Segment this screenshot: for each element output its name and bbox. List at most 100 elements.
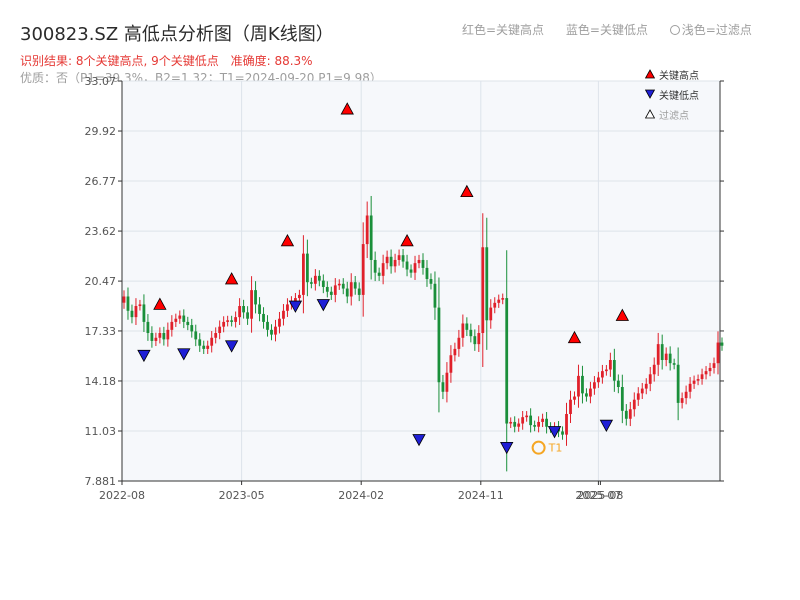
candle-body [397,255,401,260]
candle-body [214,333,218,338]
top-legend: 红色=关键高点 蓝色=关键低点 浅色=过滤点 [462,21,770,38]
candle-body [565,414,568,435]
candle-body [589,388,592,397]
candle-body [226,320,230,322]
candle-body [278,318,281,327]
candle-body [481,247,485,334]
key-low-marker [547,426,562,439]
candle-body [266,321,269,330]
y-tick-label: 17.33 [85,325,117,338]
candle-body [708,367,712,372]
candle-body [593,382,596,389]
key-low-marker [316,299,331,312]
chart-legend: 关键高点 关键低点 过滤点 [645,64,699,124]
candle-body [525,415,529,418]
candle-body [234,317,238,322]
candle-body [493,302,497,308]
candle-body [692,380,696,384]
candle-body [286,304,289,311]
candle-body [664,353,668,361]
candle-body [541,418,544,422]
candle-body [680,398,684,403]
candle-body [154,337,158,341]
candle-body [433,283,437,308]
candle-body [712,363,716,368]
candle-body [624,410,628,419]
y-tick-label: 14.18 [85,375,117,388]
y-tick-label: 33.07 [85,75,117,88]
candle-body [242,306,245,313]
candle-body [385,256,389,264]
candle-body [301,253,305,295]
candle-body [429,279,433,284]
t1-label: T1 [548,442,563,455]
candle-body [162,333,166,340]
candle-body [561,431,564,435]
candle-body [250,290,253,319]
candle-body [409,269,413,273]
key-low-marker [412,434,426,447]
candle-body [238,306,242,318]
candle-body [182,315,186,322]
triangle-up-icon [645,69,655,79]
key-high-marker [460,184,474,198]
candle-body [389,256,393,267]
candle-body [497,299,501,303]
candle-body [218,326,222,334]
candle-body [369,215,373,260]
y-tick-label: 11.03 [85,425,117,438]
candle-body [417,259,421,264]
candle-body [421,259,425,268]
candle-body [150,333,154,341]
candle-body [138,304,142,307]
x-tick-label: 2024-11 [458,489,504,502]
legend-filtered: 过滤点 [645,104,699,124]
candle-body [612,360,616,381]
candle-body [373,259,377,273]
candle-body [186,321,190,326]
candle-body [509,421,513,424]
candle-body [282,310,285,319]
candle-body [620,387,624,411]
candle-body [640,388,644,394]
candle-body [616,380,620,388]
candle-body [425,267,429,280]
candle-body [270,329,273,335]
candle-body [353,282,357,289]
candle-body [357,288,361,295]
candle-body [298,294,301,299]
candle-body [573,396,576,400]
candle-body [294,298,297,302]
y-tick-label: 26.77 [85,175,117,188]
candle-body [704,371,708,375]
key-high-marker [567,330,582,344]
candle-body [274,326,277,335]
candle-body [254,290,257,305]
candle-body [632,399,636,410]
candle-body [453,348,457,356]
key-low-marker [224,340,239,353]
result-text: 识别结果: 8个关键高点, 9个关键低点 [20,54,219,68]
candle-body [401,255,405,262]
candle-body [230,320,234,322]
candle-body [517,423,521,427]
triangle-outline-icon [645,109,655,119]
candle-body [477,333,481,345]
candle-body [688,383,692,392]
triangle-down-icon [645,89,655,99]
candle-body [178,315,182,319]
candle-body [313,275,317,284]
candle-body [529,415,533,426]
key-high-marker [280,234,295,247]
y-tick-label: 20.47 [85,275,117,288]
candle-body [130,310,134,318]
candle-body [437,307,441,383]
key-low-marker [500,442,514,455]
y-tick-label: 29.92 [85,125,117,138]
key-low-marker [137,349,151,363]
candle-body [684,391,688,399]
candle-body [202,345,206,349]
legend-high: 关键高点 [645,64,699,84]
candle-body [158,333,162,338]
